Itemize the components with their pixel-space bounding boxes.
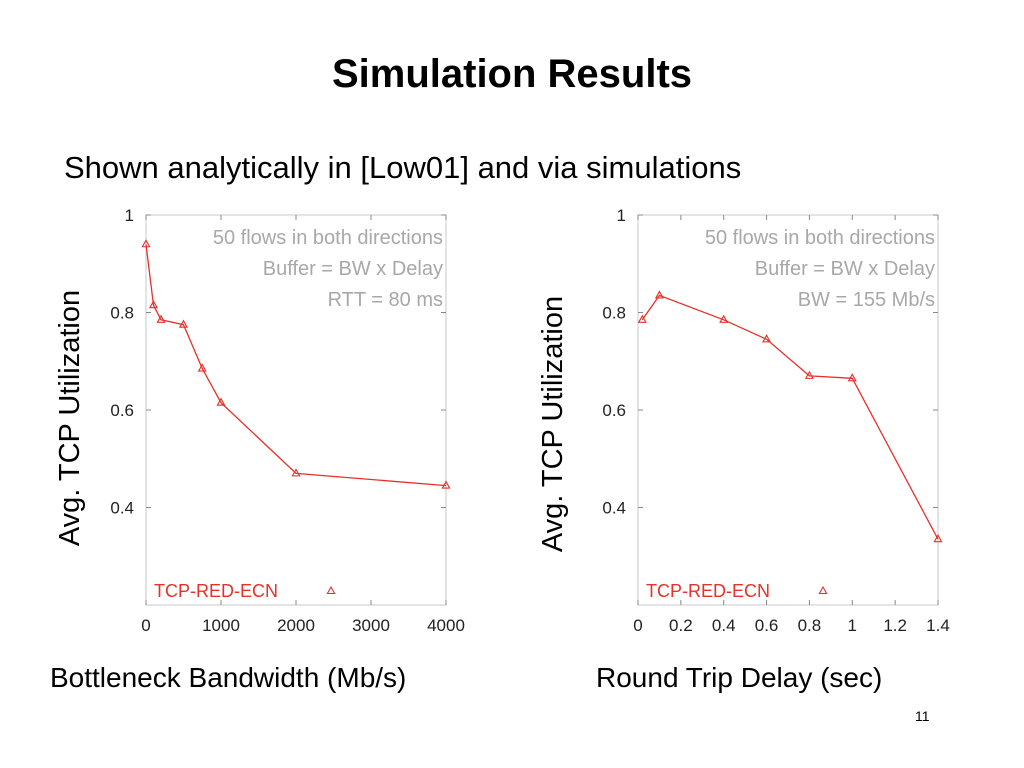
annotation-line: RTT = 80 ms (328, 289, 443, 311)
data-point-triangle (178, 319, 189, 328)
y-tick-label: 1 (125, 206, 134, 225)
series-line (641, 294, 939, 540)
x-tick-label: 0 (141, 616, 150, 635)
chart1-ylabel: Avg. TCP Utilization (54, 289, 86, 547)
y-tick-label: 1 (617, 206, 626, 225)
x-tick-label: 4000 (427, 616, 465, 635)
x-tick-label: 0.4 (712, 616, 736, 635)
x-tick-label: 0.8 (798, 616, 822, 635)
data-point-triangle (719, 314, 729, 323)
annotation-line: Buffer = BW x Delay (263, 258, 443, 280)
series-line (145, 244, 447, 487)
page-number: 11 (915, 708, 930, 724)
y-tick-label: 0.8 (110, 304, 134, 323)
data-point-triangle (291, 468, 301, 477)
chart2-xlabel: Round Trip Delay (sec) (596, 662, 883, 693)
slide-title: Simulation Results (331, 52, 693, 96)
annotation-line: Buffer = BW x Delay (755, 258, 935, 280)
x-tick-label: 1000 (202, 616, 240, 635)
y-tick-label: 0.4 (602, 499, 626, 518)
slide-subtitle: Shown analytically in [Low01] and via si… (64, 150, 742, 185)
legend-marker-triangle (326, 585, 336, 595)
x-tick-label: 0.2 (669, 616, 693, 635)
legend-marker-triangle (818, 585, 828, 595)
x-tick-label: 1.4 (926, 616, 950, 635)
y-tick-label: 0.4 (110, 499, 134, 518)
chart1-xlabel: Bottleneck Bandwidth (Mb/s) (50, 662, 407, 693)
x-tick-label: 3000 (352, 616, 390, 635)
chart-bandwidth: 0.4 0.6 0.8 1 0 1000 2000 3000 4000 50 flows in b… (110, 206, 465, 635)
annotation-line: BW = 155 Mb/s (798, 289, 935, 311)
data-point-triangle (762, 334, 772, 343)
data-point-triangle (197, 363, 207, 372)
legend-label: TCP-RED-ECN (646, 581, 770, 601)
data-point-triangle (637, 314, 647, 323)
data-point-triangle (804, 370, 814, 379)
x-tick-label: 0.6 (755, 616, 779, 635)
y-tick-label: 0.6 (602, 401, 626, 420)
data-point-triangle (141, 239, 151, 248)
y-tick-label: 0.6 (110, 401, 134, 420)
annotation-line: 50 flows in both directions (213, 227, 443, 249)
y-tick-label: 0.8 (602, 304, 626, 323)
data-point-triangle (156, 314, 166, 323)
data-point-triangle (216, 397, 226, 406)
x-tick-label: 1.2 (883, 616, 907, 635)
x-tick-label: 0 (633, 616, 642, 635)
x-tick-label: 1 (848, 616, 857, 635)
legend-label: TCP-RED-ECN (154, 581, 278, 601)
data-point-triangle (654, 290, 664, 299)
annotation-line: 50 flows in both directions (705, 227, 935, 249)
data-point-triangle (933, 534, 943, 543)
chart-delay: 0.4 0.6 0.8 1 0 0.2 0.4 0.6 0.8 1 1.2 1.4 50 flows i… (602, 206, 949, 635)
data-point-triangle (148, 300, 159, 309)
data-point-triangle (847, 373, 857, 382)
x-tick-label: 2000 (277, 616, 315, 635)
data-point-triangle (441, 480, 451, 489)
chart2-ylabel: Avg. TCP Utilization (537, 295, 569, 553)
